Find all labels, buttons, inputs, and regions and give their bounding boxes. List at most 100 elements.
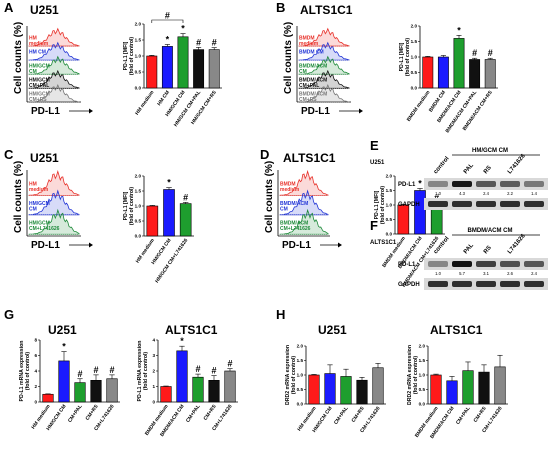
flow-trace-label-line: HM: [29, 35, 37, 41]
bar-3: [469, 59, 481, 89]
blot-fold-value: 2.4: [531, 271, 537, 276]
blot-lane-label: RS: [483, 245, 493, 255]
y-axis-label: (fold of control): [25, 352, 31, 391]
flow-trace-label-line: CM: [29, 69, 37, 75]
y-tick-label: 2.0: [135, 22, 142, 27]
flow-arrow-head: [89, 108, 93, 114]
blot-band-pdl1: [524, 261, 544, 267]
y-tick-label: 4: [152, 338, 155, 343]
y-axis-label: PD-L1 [MFI]: [123, 191, 129, 220]
category-label: CM+RS: [203, 403, 218, 421]
flow-ylabel: Cell counts (%): [264, 161, 275, 233]
y-tick-label: 0.0: [135, 86, 142, 91]
flow-trace-label-line: medium: [29, 187, 49, 193]
blot-row-label-gapdh: GAPDH: [398, 282, 420, 288]
bar-1: [163, 189, 175, 237]
bar-2: [177, 36, 189, 89]
y-tick-label: 0.0: [419, 402, 426, 407]
blot-row-label-pdl1: PD-L1: [398, 182, 416, 188]
flow-trace-label-line: HM/GCM: [29, 63, 50, 69]
flow-trace-label-line: BMDM/ACM: [280, 201, 308, 207]
flow-trace-label-line: CM+L741626: [29, 226, 60, 232]
bar-2: [192, 376, 204, 403]
panel-G-title-1: U251: [48, 323, 77, 337]
flow-trace-label-line: CM: [299, 69, 307, 75]
blot-fold-value: 4.3: [459, 191, 465, 196]
y-axis-label: DRD2 mRNA expression: [285, 345, 291, 405]
blot-band-pdl1: [452, 181, 472, 187]
blot-band-pdl1: [476, 181, 496, 187]
blot-band-gapdh: [428, 281, 448, 287]
bar-3: [90, 379, 102, 403]
flow-trace-3: [298, 69, 350, 89]
y-tick-label: 2: [152, 369, 155, 374]
flow-trace-label-line: CM: [29, 207, 37, 213]
bar-chart: 0 2 4 6 8 PD-L1 mRNA expression (fold of contr…: [19, 338, 120, 432]
blot-lane-label: PAL: [463, 162, 475, 175]
category-label: HM CM: [156, 90, 171, 107]
blot-band-gapdh: [452, 201, 472, 207]
blot-band-gapdh: [476, 281, 496, 287]
significance-mark: *: [62, 342, 66, 352]
flow-xlabel: PD-L1: [31, 240, 60, 251]
bar-0: [397, 204, 410, 235]
bar-chart: 0.0 0.5 1.0 1.5 2.0 PD-L1 [MFI] (fold of contr…: [123, 11, 222, 128]
significance-mark: #: [183, 192, 188, 202]
y-tick-label: 0.0: [135, 234, 142, 239]
y-tick-label: 0.5: [419, 387, 426, 392]
blot-lane-label: L741626: [507, 153, 527, 176]
category-label: BMDM medium: [406, 89, 432, 122]
y-tick-label: 0.5: [135, 219, 142, 224]
y-axis-label: PD-L1 [MFI]: [123, 41, 129, 70]
flow-trace-label-line: HM/GCM: [29, 201, 50, 207]
significance-mark: #: [93, 365, 98, 375]
panel-letter-C: C: [4, 147, 14, 162]
blot-band-gapdh: [524, 201, 544, 207]
flow-trace-3: [28, 69, 80, 89]
y-tick-label: 1.0: [411, 55, 418, 60]
y-tick-label: 2.0: [297, 344, 304, 349]
bar-1: [161, 46, 173, 89]
y-tick-label: 2: [34, 384, 37, 389]
blot-band-pdl1: [476, 261, 496, 267]
y-tick-label: 0.5: [297, 387, 304, 392]
bar-4: [372, 367, 384, 405]
y-tick-label: 1.5: [411, 39, 418, 44]
flow-arrow-head: [338, 242, 342, 248]
flow-trace-0: [279, 169, 329, 196]
flow-trace-label-line: BMDM/ACM: [299, 92, 327, 98]
y-tick-label: 3: [152, 353, 155, 358]
bracket-mark: #: [165, 11, 170, 21]
flow-trace-label-line: medium: [280, 187, 300, 193]
significance-mark: #: [212, 38, 217, 48]
blot-cell-line: U251: [370, 160, 385, 166]
flow-trace-label-line: CM+RS: [29, 97, 47, 103]
panel-A-cell-line: U251: [30, 3, 59, 17]
flow-trace-label-line: CM+RS: [299, 97, 317, 103]
y-tick-label: 1.5: [297, 358, 304, 363]
flow-xlabel: PD-L1: [301, 106, 330, 117]
bar-chart: 0.0 0.5 1.0 1.5 2.0 DRD2 mRNA expression (fold…: [285, 344, 386, 434]
significance-mark: #: [227, 359, 232, 369]
blot-band-gapdh: [524, 281, 544, 287]
category-label: HM medium: [134, 89, 155, 116]
y-tick-label: 1.0: [386, 203, 393, 208]
flow-trace-4: [28, 83, 80, 103]
flow-trace-label-line: BMDM: [280, 182, 296, 188]
y-tick-label: 1.0: [135, 204, 142, 209]
y-tick-label: 2.0: [411, 24, 418, 29]
y-tick-label: 2.0: [386, 174, 393, 179]
significance-mark: #: [109, 365, 114, 375]
flow-trace-label-line: HM/GCM: [29, 221, 50, 227]
bar-1: [437, 56, 449, 89]
significance-mark: *: [180, 336, 184, 346]
flow-trace-0: [28, 169, 80, 196]
y-axis-label: (fold of control): [405, 38, 411, 77]
blot-fold-value: 1.4: [531, 191, 537, 196]
